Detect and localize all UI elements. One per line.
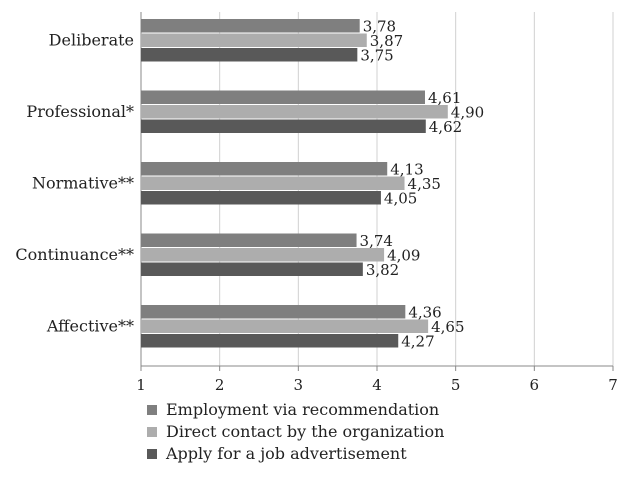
bar-deliberate-series-3 [141,48,358,62]
bar-professional-series-1 [141,90,425,104]
bar-deliberate-series-2 [141,33,367,47]
category-label-affective: Affective** [46,316,134,335]
bar-affective-series-3 [141,334,399,348]
legend-label-1: Employment via recommendation [166,400,439,419]
data-label-affective-series-3: 4,27 [401,333,434,351]
x-tick-label-1: 1 [136,376,146,394]
bar-deliberate-series-1 [141,19,360,33]
legend-swatch-3 [147,449,157,459]
data-label-affective-series-2: 4,65 [431,318,464,336]
data-label-normative-series-3: 4,05 [384,190,417,208]
category-label-normative: Normative** [32,173,134,192]
x-tick-label-6: 6 [530,376,540,394]
data-label-professional-series-2: 4,90 [451,104,484,122]
bar-continuance-series-3 [141,262,363,276]
bar-affective-series-2 [141,319,429,333]
data-label-affective-series-1: 4,36 [408,304,441,322]
data-label-normative-series-2: 4,35 [408,175,441,193]
x-tick-label-5: 5 [451,376,461,394]
bar-professional-series-2 [141,105,448,119]
bar-normative-series-1 [141,162,388,176]
x-tick-label-2: 2 [215,376,225,394]
bar-continuance-series-2 [141,248,385,262]
bar-affective-series-1 [141,305,406,319]
data-label-deliberate-series-2: 3,87 [370,32,403,50]
legend-label-2: Direct contact by the organization [166,422,444,441]
bar-normative-series-3 [141,191,381,205]
legend-swatch-2 [147,427,157,437]
data-label-continuance-series-1: 3,74 [360,232,393,250]
data-label-professional-series-1: 4,61 [428,89,461,107]
legend-label-3: Apply for a job advertisement [165,444,407,463]
data-label-deliberate-series-3: 3,75 [360,47,393,65]
data-label-deliberate-series-1: 3,78 [363,18,396,36]
x-tick-label-7: 7 [608,376,617,394]
category-label-continuance: Continuance** [15,245,134,264]
category-label-deliberate: Deliberate [49,30,134,49]
category-label-professional: Professional* [26,102,134,121]
data-label-professional-series-3: 4,62 [429,118,462,136]
bar-professional-series-3 [141,119,426,133]
data-label-continuance-series-2: 4,09 [387,247,420,265]
legend-swatch-1 [147,405,157,415]
x-tick-label-3: 3 [294,376,304,394]
bar-continuance-series-1 [141,233,357,247]
x-tick-label-4: 4 [372,376,382,394]
data-label-normative-series-1: 4,13 [390,161,423,179]
bar-normative-series-2 [141,176,405,190]
data-label-continuance-series-3: 3,82 [366,261,399,279]
